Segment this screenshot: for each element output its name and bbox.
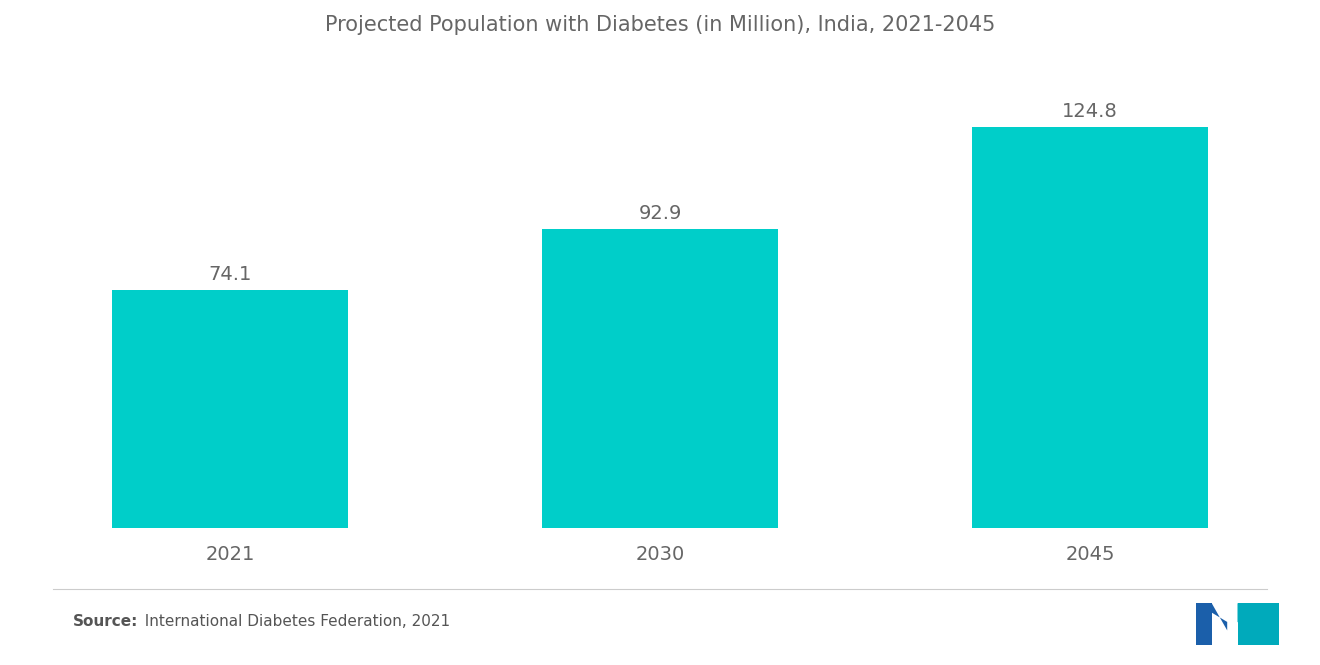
Text: 92.9: 92.9 [639, 204, 681, 223]
Polygon shape [1196, 603, 1228, 630]
Bar [972, 126, 1208, 528]
Polygon shape [1238, 603, 1263, 630]
Text: 124.8: 124.8 [1063, 102, 1118, 121]
Text: International Diabetes Federation, 2021: International Diabetes Federation, 2021 [135, 614, 450, 630]
Polygon shape [1238, 603, 1279, 644]
Bar [112, 289, 348, 528]
Bar [541, 229, 779, 528]
Text: Source:: Source: [73, 614, 139, 630]
Text: 74.1: 74.1 [209, 265, 252, 284]
Polygon shape [1196, 603, 1212, 644]
Title: Projected Population with Diabetes (in Million), India, 2021-2045: Projected Population with Diabetes (in M… [325, 15, 995, 35]
